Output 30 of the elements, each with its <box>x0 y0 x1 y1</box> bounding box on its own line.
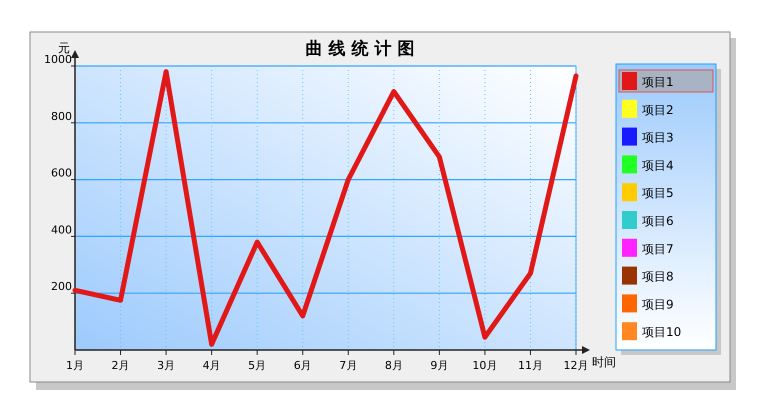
legend-label: 项目6 <box>642 214 674 228</box>
y-tick-label: 200 <box>51 280 72 294</box>
chart-title: 曲 线 统 计 图 <box>306 39 414 59</box>
x-tick-label: 3月 <box>157 359 176 372</box>
x-axis-title: 时间 <box>592 355 616 369</box>
legend-label: 项目4 <box>642 158 674 172</box>
legend-label: 项目5 <box>642 186 674 200</box>
x-tick-label: 5月 <box>248 359 266 372</box>
x-tick-label: 10月 <box>472 359 498 372</box>
x-tick-label: 11月 <box>518 359 543 372</box>
legend-label: 项目3 <box>642 130 674 145</box>
x-tick-label: 4月 <box>202 359 221 372</box>
x-tick-label: 6月 <box>294 359 312 372</box>
legend-label: 项目8 <box>642 270 674 284</box>
y-tick-label: 800 <box>51 110 72 123</box>
x-tick-label: 7月 <box>339 359 358 372</box>
legend-label: 项目10 <box>642 325 682 340</box>
y-axis-title: 元 <box>58 41 70 55</box>
legend-label: 项目2 <box>642 102 674 117</box>
x-tick-label: 8月 <box>384 359 403 372</box>
legend-label: 项目9 <box>642 297 674 312</box>
legend-label: 项目7 <box>642 242 674 256</box>
y-tick-label: 600 <box>51 166 72 180</box>
y-tick-label: 400 <box>51 223 72 236</box>
x-tick-label: 9月 <box>430 359 448 372</box>
legend-label: 项目1 <box>642 75 674 89</box>
x-tick-label: 2月 <box>112 359 130 372</box>
x-tick-label: 12月 <box>564 359 588 372</box>
y-tick-label: 1000 <box>44 53 72 66</box>
x-tick-label: 1月 <box>66 359 84 372</box>
